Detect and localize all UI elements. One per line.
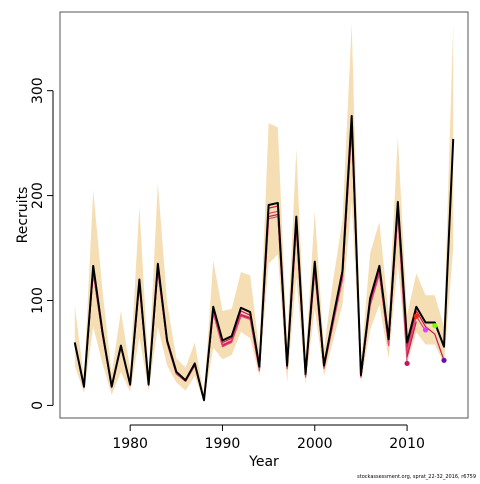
x-tick-label-2000: 2000: [297, 436, 333, 452]
y-tick-label-100: 100: [30, 287, 46, 314]
endpoint-marker-2013: [432, 323, 437, 328]
x-axis: 1980 1990 2000 2010: [112, 425, 425, 452]
footnote: stockassessment.org, sprat_22-32_2016, r…: [357, 474, 476, 480]
endpoint-marker-2010: [404, 361, 409, 366]
x-axis-title: Year: [248, 454, 279, 470]
endpoint-marker-2014: [441, 358, 446, 363]
x-tick-label-1980: 1980: [112, 436, 148, 452]
y-tick-label-300: 300: [30, 77, 46, 104]
x-tick-label-2010: 2010: [389, 436, 425, 452]
endpoint-marker-2011: [414, 314, 419, 319]
y-tick-label-0: 0: [30, 401, 46, 410]
y-axis: 0 100 200 300: [30, 77, 53, 410]
y-axis-title: Recruits: [15, 187, 31, 244]
y-tick-label-200: 200: [30, 182, 46, 209]
x-tick-label-1990: 1990: [205, 436, 241, 452]
endpoint-marker-2012: [423, 327, 428, 332]
